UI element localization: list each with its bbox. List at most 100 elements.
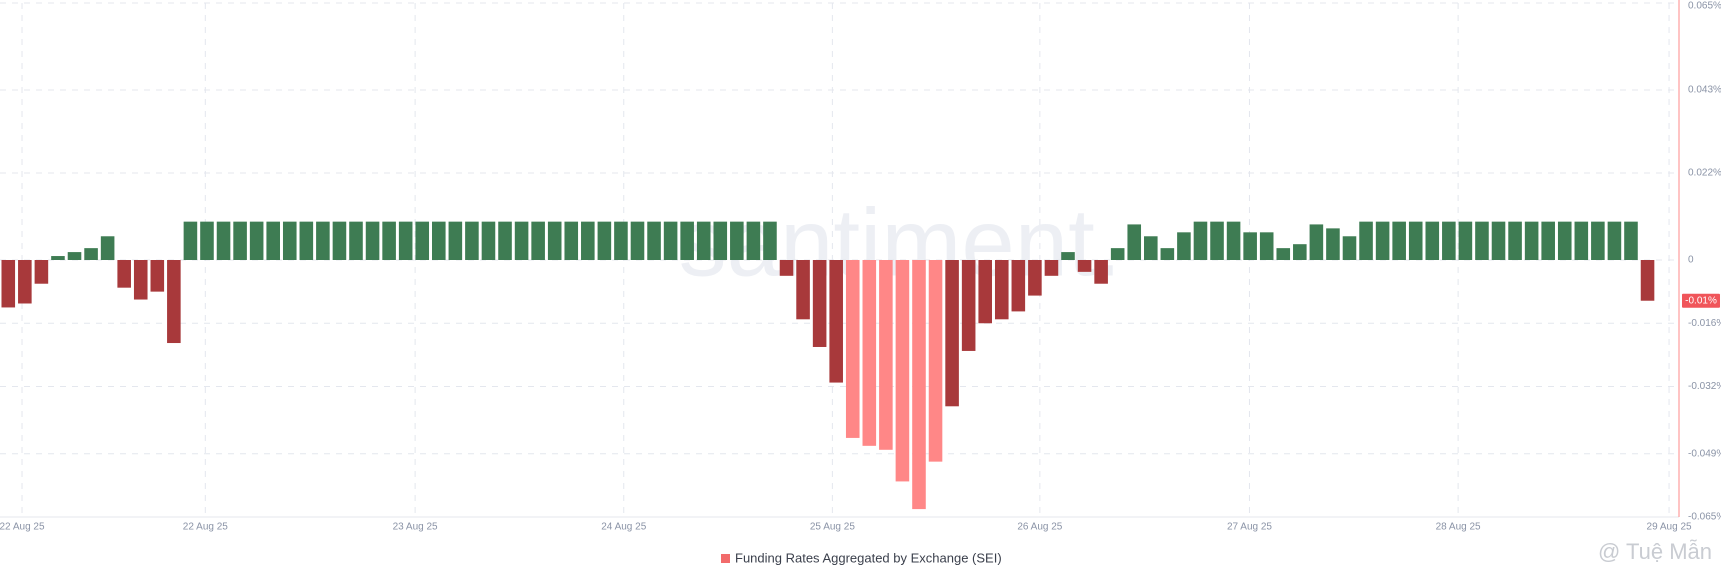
bar	[1458, 221, 1473, 260]
bar	[1276, 248, 1291, 260]
x-tick-label: 23 Aug 25	[393, 522, 438, 533]
bar	[1127, 224, 1142, 260]
bar	[498, 221, 512, 260]
bar	[614, 221, 628, 260]
bar	[531, 221, 545, 260]
x-tick-label: 22 Aug 25	[183, 522, 228, 533]
bar	[481, 221, 496, 260]
y-tick-label: -0.032%	[1688, 381, 1721, 392]
bar	[1375, 221, 1390, 260]
bar	[597, 221, 612, 260]
bar	[1094, 260, 1108, 284]
bar	[216, 221, 231, 260]
x-tick-label: 22 Aug 25	[0, 522, 45, 533]
bar	[829, 260, 843, 383]
legend-marker	[721, 554, 730, 563]
bar	[763, 221, 777, 260]
bar	[1243, 232, 1257, 260]
bar	[382, 221, 396, 260]
bar	[912, 260, 926, 510]
legend-label: Funding Rates Aggregated by Exchange (SE…	[735, 550, 1002, 565]
bar	[1259, 232, 1274, 260]
bar	[1508, 221, 1522, 260]
bar	[1011, 260, 1026, 312]
bar	[316, 221, 330, 260]
bar	[100, 236, 115, 260]
y-tick-label: 0.065%	[1688, 1, 1721, 12]
bar	[1077, 260, 1092, 272]
credit: @ Tuệ Mẫn	[1598, 539, 1712, 564]
bar	[1226, 221, 1241, 260]
bar	[1177, 232, 1191, 260]
bar	[581, 221, 595, 260]
value-label: -0.01%	[1685, 295, 1717, 306]
bar	[299, 221, 314, 260]
bar	[1624, 221, 1638, 260]
bar	[1557, 221, 1572, 260]
bar	[713, 221, 728, 260]
value-label-bg	[1682, 293, 1720, 308]
bar	[895, 260, 910, 482]
bar	[779, 260, 794, 276]
bar	[862, 260, 877, 446]
bar	[514, 221, 529, 260]
bar	[730, 221, 744, 260]
bar	[67, 252, 82, 260]
bar	[249, 221, 264, 260]
bar	[1342, 236, 1357, 260]
y-tick-label: 0.043%	[1688, 85, 1721, 96]
bar	[349, 221, 363, 260]
bar	[564, 221, 579, 260]
bar	[696, 221, 711, 260]
bar	[332, 221, 347, 260]
x-tick-label: 27 Aug 25	[1227, 522, 1272, 533]
bar	[796, 260, 810, 320]
bar	[746, 221, 761, 260]
bar	[398, 221, 413, 260]
bar	[1425, 221, 1440, 260]
x-tick-label: 28 Aug 25	[1436, 522, 1481, 533]
bar	[448, 221, 463, 260]
bar	[1309, 224, 1324, 260]
y-tick-label: -0.016%	[1688, 318, 1721, 329]
bar	[928, 260, 943, 462]
bar	[961, 260, 976, 351]
x-tick-label: 25 Aug 25	[810, 522, 855, 533]
bar	[680, 221, 694, 260]
bar	[1640, 260, 1655, 301]
bar	[1442, 221, 1456, 260]
bar	[150, 260, 165, 292]
bar	[1028, 260, 1042, 296]
bar	[845, 260, 860, 438]
bar	[183, 221, 198, 260]
bar	[1210, 221, 1224, 260]
x-tick-label: 24 Aug 25	[601, 522, 646, 533]
bar	[1408, 221, 1423, 260]
bar	[1193, 221, 1208, 260]
bar	[978, 260, 993, 324]
y-tick-label: -0.065%	[1688, 512, 1721, 523]
bar	[1491, 221, 1506, 260]
bar	[1293, 244, 1307, 260]
bar	[1160, 248, 1175, 260]
bar	[1, 260, 16, 308]
bar	[994, 260, 1009, 320]
y-tick-label: -0.049%	[1688, 448, 1721, 459]
bar	[51, 256, 65, 260]
x-tick-label: 26 Aug 25	[1017, 522, 1062, 533]
bar	[1392, 221, 1406, 260]
bar	[1574, 221, 1589, 260]
bar	[1044, 260, 1059, 276]
y-tick-label: 0	[1688, 255, 1694, 266]
bar	[1144, 236, 1158, 260]
bar	[233, 221, 247, 260]
bar	[663, 221, 678, 260]
bar	[133, 260, 148, 300]
bar	[630, 221, 645, 260]
bar	[1524, 221, 1539, 260]
bar	[200, 221, 214, 260]
bar	[1061, 252, 1075, 260]
bar	[1607, 221, 1622, 260]
x-tick-label: 29 Aug 25	[1647, 522, 1692, 533]
